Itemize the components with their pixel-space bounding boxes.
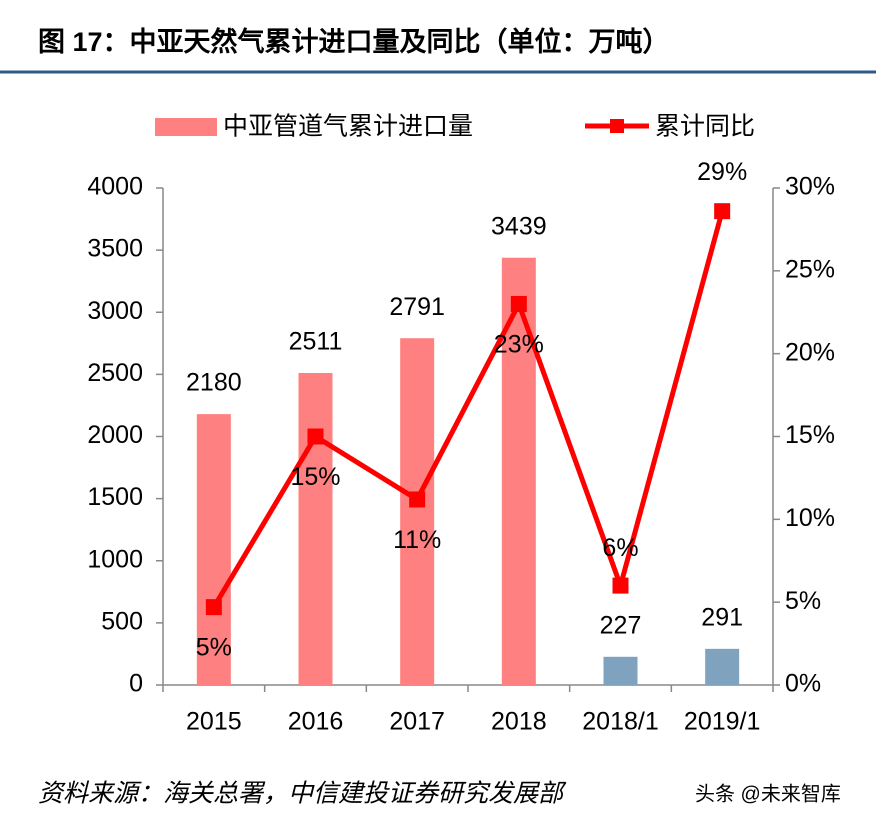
legend-marker <box>610 119 624 133</box>
y2-tick-label: 10% <box>785 504 835 532</box>
bar <box>603 656 638 685</box>
watermark: 头条 @未来智库 <box>695 782 841 805</box>
y-tick-label: 0 <box>129 670 143 698</box>
y2-tick-label: 20% <box>785 338 835 366</box>
bar-value-label: 3439 <box>491 212 547 240</box>
bar-value-label: 2511 <box>289 328 343 356</box>
y2-tick-label: 0% <box>785 670 821 698</box>
bar <box>400 338 435 685</box>
legend-swatch <box>155 118 217 136</box>
line-marker <box>714 203 731 220</box>
x-tick-label: 2015 <box>186 708 242 736</box>
line-value-label: 11% <box>393 526 441 554</box>
y-tick-label: 500 <box>101 607 143 635</box>
source-note: 资料来源：海关总署，中信建投证券研究发展部 <box>38 780 567 808</box>
line-marker <box>612 577 629 594</box>
y-tick-label: 3000 <box>87 297 143 325</box>
x-tick-label: 2018 <box>491 708 547 736</box>
bar-value-label: 291 <box>701 603 743 631</box>
y2-tick-label: 25% <box>785 255 835 283</box>
y-tick-label: 2500 <box>87 359 143 387</box>
x-tick-label: 2016 <box>288 708 344 736</box>
bar-value-label: 2180 <box>186 369 242 397</box>
y-tick-label: 2000 <box>87 421 143 449</box>
line-value-label: 29% <box>697 158 747 186</box>
line-marker <box>307 428 324 445</box>
bar <box>298 373 333 685</box>
line-value-label: 6% <box>602 534 638 562</box>
line-value-label: 5% <box>196 634 232 662</box>
y-tick-label: 3500 <box>87 235 143 263</box>
x-tick-label: 2017 <box>389 708 445 736</box>
legend-label: 中亚管道气累计进口量 <box>223 113 473 141</box>
line-value-label: 23% <box>494 331 544 359</box>
y-tick-label: 1000 <box>87 545 143 573</box>
y2-tick-label: 15% <box>785 421 835 449</box>
line-marker <box>409 491 426 508</box>
y-tick-label: 1500 <box>87 483 143 511</box>
y2-tick-label: 5% <box>785 587 821 615</box>
y-tick-label: 4000 <box>87 173 143 201</box>
x-tick-label: 2019/1 <box>684 708 760 736</box>
x-tick-label: 2018/1 <box>582 708 658 736</box>
bar-value-label: 227 <box>600 611 642 639</box>
legend-label: 累计同比 <box>655 113 755 141</box>
line-marker <box>510 295 527 312</box>
chart-title: 图 17：中亚天然气累计进口量及同比（单位：万吨） <box>38 26 670 57</box>
bar <box>196 414 231 685</box>
bar <box>705 648 740 685</box>
line <box>211 210 725 609</box>
line-marker <box>205 599 222 616</box>
bar-value-label: 2791 <box>389 293 445 321</box>
line-value-label: 15% <box>290 463 340 491</box>
y2-tick-label: 30% <box>785 173 835 201</box>
